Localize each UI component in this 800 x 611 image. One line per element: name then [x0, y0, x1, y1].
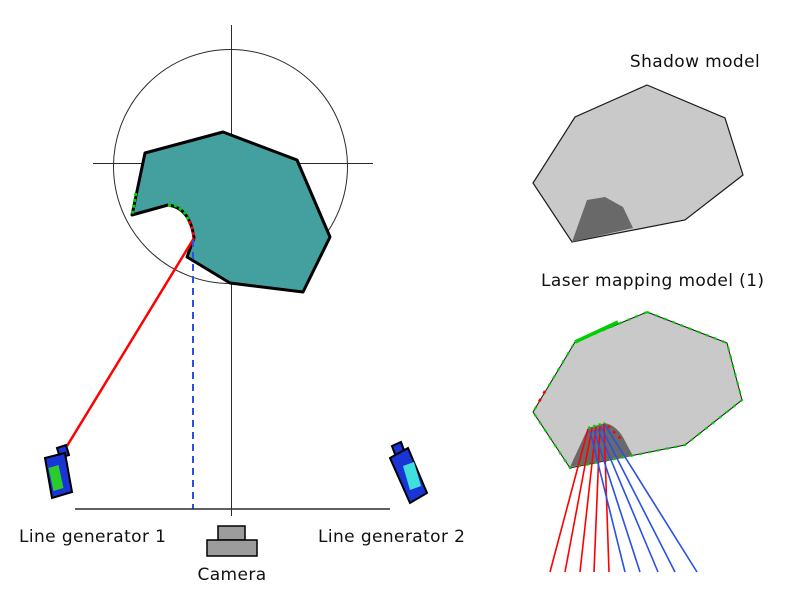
mapped-edge-green-dash-left: [130, 192, 138, 216]
line-generator-2-device: [388, 440, 429, 505]
scanned-object-polygon: [130, 130, 332, 294]
line-generator-1-window: [48, 465, 64, 491]
mapped-edge-green-dash-notch: [167, 203, 191, 222]
camera-device: [206, 525, 258, 557]
laser-model-green-dashed-outline: [531, 310, 744, 470]
laser-fan-blue: [589, 424, 698, 573]
laser-fan-blue-1: [589, 430, 626, 573]
laser-fan-red-3: [579, 426, 597, 573]
laser-fan-red: [549, 423, 610, 573]
line-generator-2-label: Line generator 2: [318, 527, 466, 547]
laser-model-red-dash-left-edge: [534, 390, 547, 408]
shadow-model-title: Shadow model: [629, 52, 761, 72]
laser-fan-blue-5: [604, 424, 698, 573]
laser-fan-blue-4: [600, 426, 676, 573]
shadow-model-unseen-region: [572, 197, 633, 242]
laser-fan-red-4: [593, 425, 601, 573]
line-generator-2-window: [403, 462, 421, 490]
laser-mapping-model-title: Laser mapping model (1): [541, 271, 765, 291]
line-generator-1-label: Line generator 1: [19, 527, 167, 547]
laser-fan-red-1: [549, 428, 589, 573]
camera-lens: [217, 525, 246, 541]
camera-body: [206, 539, 258, 557]
laser-fan-blue-3: [597, 428, 659, 573]
line-generator-1-device: [43, 443, 74, 500]
laser-fan-red-2: [564, 427, 593, 573]
laser-beam-line: [65, 237, 196, 447]
laser-model-green-solid-edge: [574, 320, 619, 344]
shadow-model-polygon: [532, 84, 744, 243]
laser-model-polygon: [532, 311, 743, 469]
laser-fan-blue-2: [593, 429, 641, 573]
laser-model-unseen-region: [570, 423, 633, 467]
camera-label: Camera: [197, 565, 267, 585]
